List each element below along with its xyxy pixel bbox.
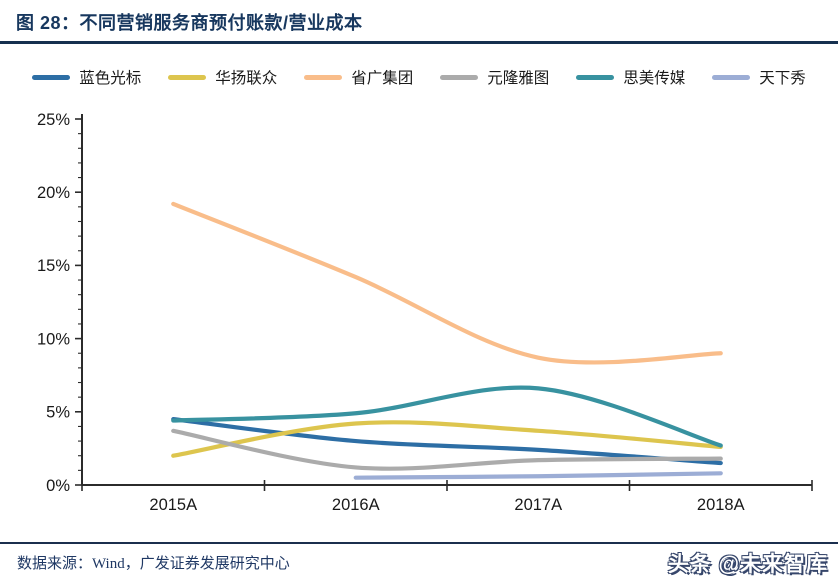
- legend-item-5: 天下秀: [712, 66, 806, 88]
- legend-label: 蓝色光标: [79, 70, 142, 87]
- legend-swatch-icon: [576, 74, 615, 80]
- x-tick-label: 2015A: [149, 496, 197, 514]
- x-tick-label: 2018A: [697, 496, 745, 514]
- legend-swatch-icon: [168, 74, 207, 80]
- series-line-3: [171, 428, 723, 471]
- series-line-5: [353, 471, 723, 480]
- legend-swatch-icon: [32, 74, 71, 80]
- figure-title: 图 28：不同营销服务商预付账款/营业成本: [16, 13, 363, 33]
- chart-area: 0% 5% 10% 15% 20% 25% 2015A 2016A 2017A 2018A: [0, 95, 838, 540]
- series-line-1: [171, 420, 723, 458]
- y-tick-label: 20%: [37, 184, 70, 202]
- y-tick-label: 15%: [37, 257, 70, 275]
- y-tick-label: 0%: [46, 477, 70, 495]
- legend-label: 思美传媒: [623, 70, 686, 87]
- legend-swatch-icon: [304, 74, 343, 80]
- legend-label: 省广集团: [351, 70, 414, 87]
- y-tick-label: 25%: [37, 111, 70, 129]
- legend-item-4: 思美传媒: [576, 66, 685, 88]
- legend-label: 天下秀: [759, 70, 806, 87]
- chart-legend: 蓝色光标 华扬联众 省广集团 元隆雅图 思美传媒 天下秀: [0, 66, 838, 88]
- legend-label: 华扬联众: [215, 70, 278, 87]
- y-tick-label: 5%: [46, 404, 70, 422]
- series-line-4: [171, 385, 723, 448]
- legend-item-0: 蓝色光标: [32, 66, 141, 88]
- title-underline: [0, 41, 838, 44]
- legend-item-3: 元隆雅图: [440, 66, 549, 88]
- legend-swatch-icon: [712, 74, 751, 80]
- x-tick-label: 2016A: [332, 496, 380, 514]
- legend-swatch-icon: [440, 74, 479, 80]
- series-line-2: [171, 201, 723, 365]
- line-chart: 0% 5% 10% 15% 20% 25% 2015A 2016A 2017A 2018A: [37, 111, 813, 514]
- watermark: 头条 @未来智库: [667, 553, 828, 576]
- legend-item-1: 华扬联众: [168, 66, 277, 88]
- footer-divider: [0, 542, 838, 544]
- y-tick-label: 10%: [37, 330, 70, 348]
- x-tick-label: 2017A: [514, 496, 562, 514]
- legend-item-2: 省广集团: [304, 66, 413, 88]
- legend-label: 元隆雅图: [487, 70, 550, 87]
- data-source: 数据来源：Wind，广发证券发展研究中心: [17, 556, 290, 572]
